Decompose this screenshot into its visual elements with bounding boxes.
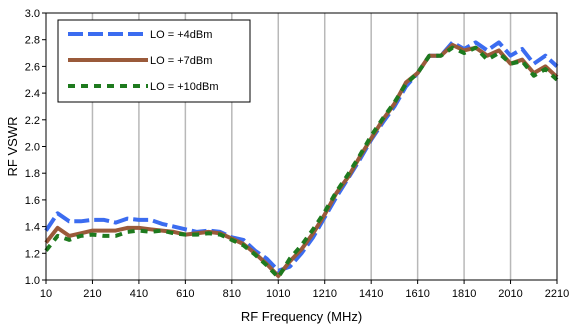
legend-label: LO = +7dBm: [150, 55, 212, 67]
legend-label: LO = +10dBm: [150, 81, 219, 93]
series-line-3: [44, 45, 559, 280]
y-tick-label: 2.8: [25, 35, 40, 47]
y-axis-title: RF VSWR: [5, 117, 20, 177]
series-line-1: [44, 40, 559, 273]
y-tick-label: 2.4: [25, 88, 40, 100]
series-layer: [44, 40, 559, 280]
x-axis-title: RF Frequency (MHz): [241, 309, 362, 324]
tick-label-layer: 10 210 410 610 810 1010 1210 1410 1610 1810 2010 22…: [25, 8, 570, 300]
y-tick-label: 2.2: [25, 115, 40, 127]
x-tick-label: 1410: [359, 288, 383, 300]
series-1-point: [149, 218, 153, 222]
x-tick-label: 10: [40, 288, 52, 300]
x-tick-label: 2210: [545, 288, 569, 300]
x-tick-label: 1810: [452, 288, 476, 300]
y-tick-label: 2.6: [25, 61, 40, 73]
y-tick-label: 1.2: [25, 248, 40, 260]
x-tick-label: 410: [130, 288, 148, 300]
y-tick-label: 1.4: [25, 222, 40, 234]
x-tick-label: 2010: [498, 288, 522, 300]
x-tick-label: 1610: [405, 288, 429, 300]
y-tick-label: 1.6: [25, 195, 40, 207]
x-tick-label: 810: [223, 288, 241, 300]
x-tick-label: 1210: [312, 288, 336, 300]
y-tick-label: 1.0: [25, 275, 40, 287]
x-tick-label: 610: [176, 288, 194, 300]
x-tick-label: 1010: [266, 288, 290, 300]
legend-label: LO = +4dBm: [150, 29, 212, 41]
y-tick-label: 1.8: [25, 168, 40, 180]
legend: LO = +4dBm LO = +7dBm LO = +10dBm: [57, 19, 251, 103]
x-tick-label: 210: [83, 288, 101, 300]
y-tick-label: 2.0: [25, 142, 40, 154]
y-tick-label: 3.0: [25, 8, 40, 20]
